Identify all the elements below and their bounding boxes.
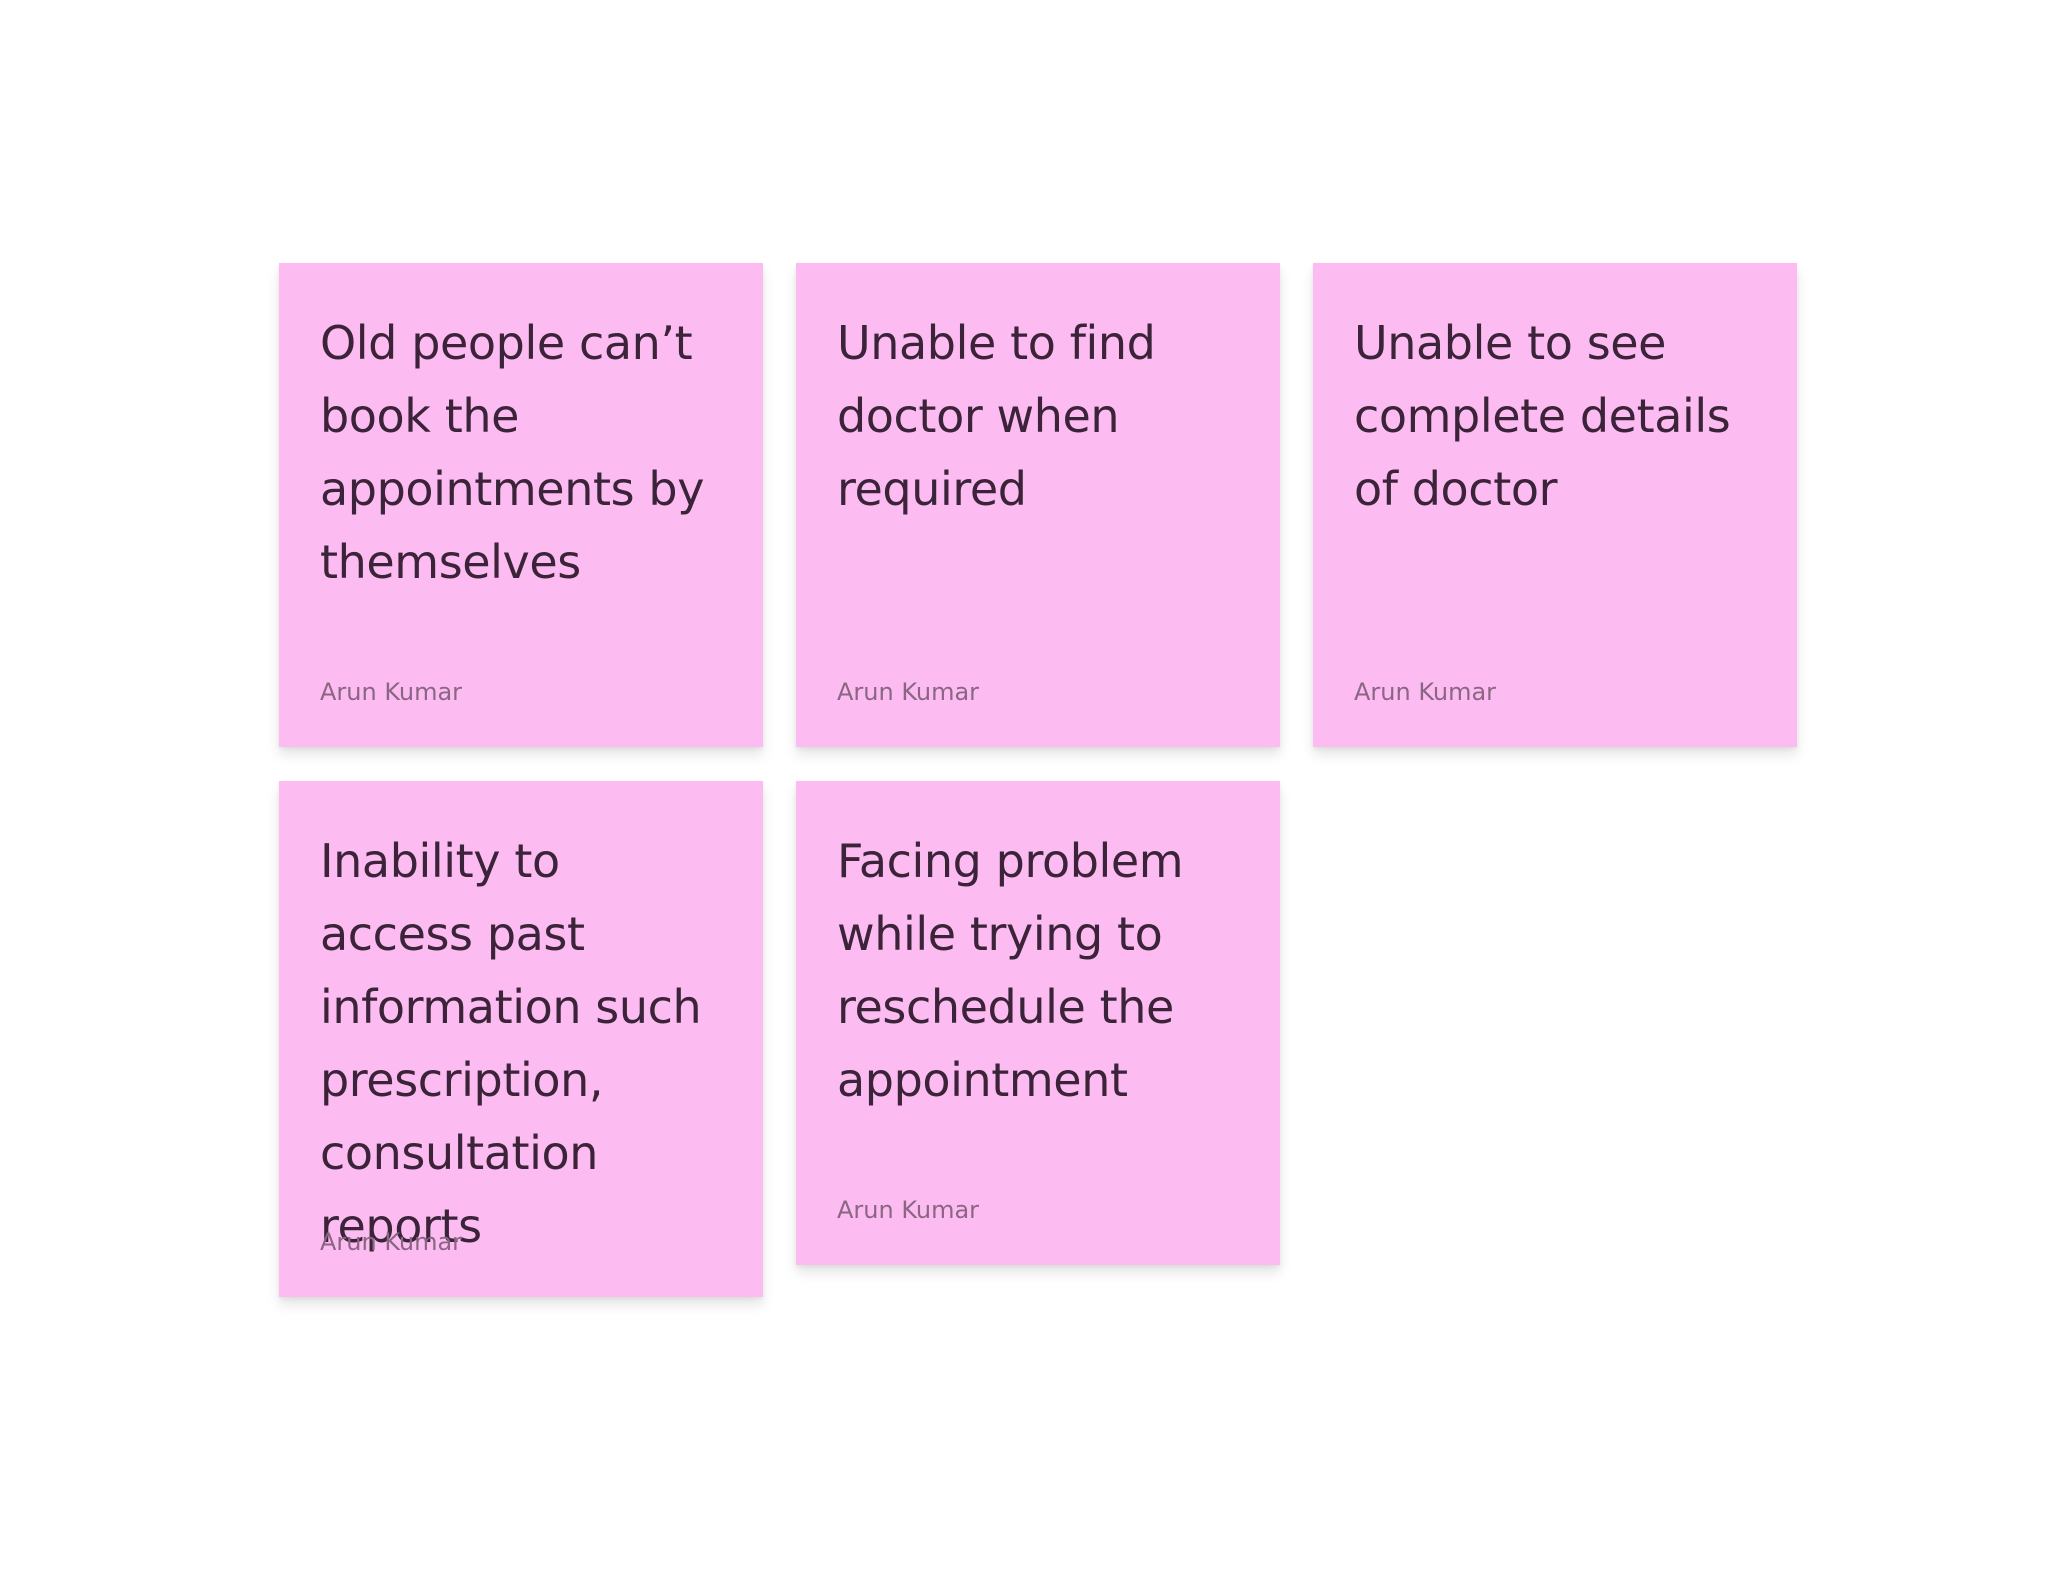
sticky-note-author: Arun Kumar bbox=[320, 1228, 463, 1256]
sticky-note[interactable]: Unable to see complete details of doctor… bbox=[1313, 263, 1797, 747]
sticky-note[interactable]: Old people can’t book the appointments b… bbox=[279, 263, 763, 747]
sticky-note-author: Arun Kumar bbox=[1354, 678, 1497, 706]
sticky-note[interactable]: Unable to find doctor when required Arun… bbox=[796, 263, 1280, 747]
sticky-note-text[interactable]: Unable to find doctor when required bbox=[837, 316, 1156, 516]
sticky-note-text[interactable]: Inability to access past information suc… bbox=[320, 834, 702, 1253]
sticky-note-text[interactable]: Facing problem while trying to reschedul… bbox=[837, 834, 1184, 1107]
sticky-note-author: Arun Kumar bbox=[837, 1196, 980, 1224]
sticky-note[interactable]: Inability to access past information suc… bbox=[279, 781, 763, 1297]
sticky-note-author: Arun Kumar bbox=[320, 678, 463, 706]
sticky-note-text[interactable]: Unable to see complete details of doctor bbox=[1354, 316, 1731, 516]
sticky-note[interactable]: Facing problem while trying to reschedul… bbox=[796, 781, 1280, 1265]
sticky-note-author: Arun Kumar bbox=[837, 678, 980, 706]
sticky-note-text[interactable]: Old people can’t book the appointments b… bbox=[320, 316, 705, 589]
